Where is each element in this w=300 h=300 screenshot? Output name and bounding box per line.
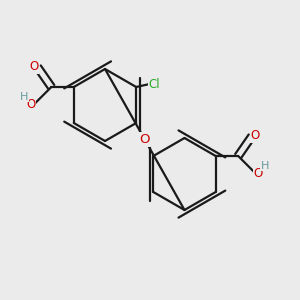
- Text: O: O: [140, 133, 150, 146]
- Text: O: O: [254, 167, 263, 180]
- Text: O: O: [27, 98, 36, 111]
- Text: H: H: [261, 161, 269, 171]
- Text: Cl: Cl: [148, 77, 160, 91]
- Text: H: H: [20, 92, 28, 102]
- Text: O: O: [30, 60, 39, 74]
- Text: O: O: [251, 129, 260, 142]
